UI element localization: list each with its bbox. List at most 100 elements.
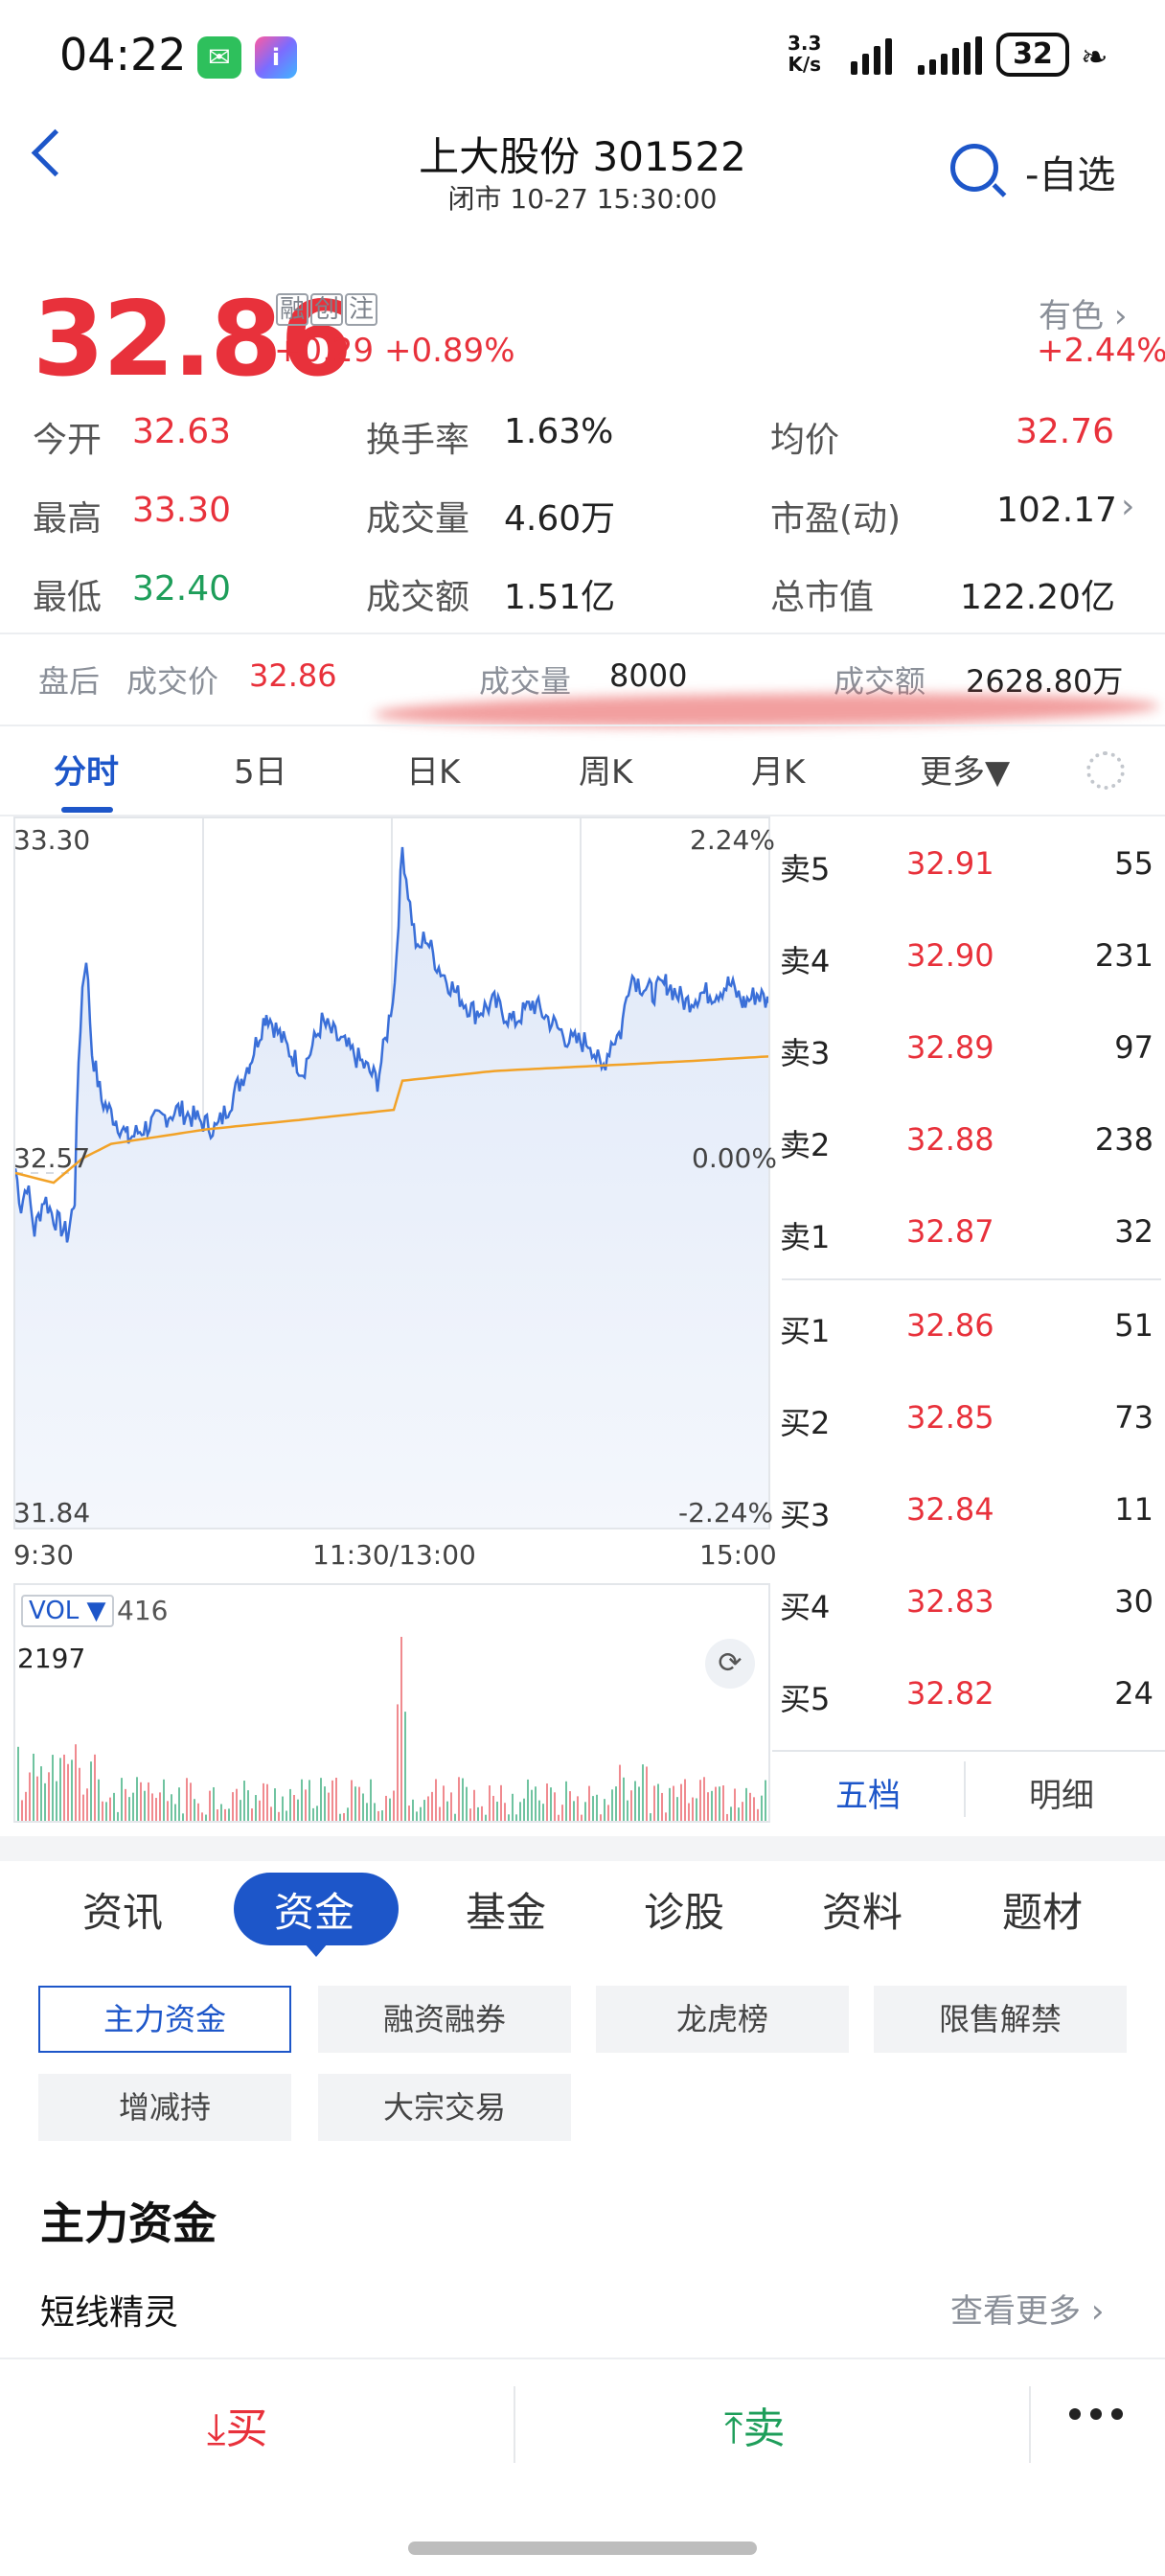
bar-separator <box>514 2386 515 2463</box>
tab-more[interactable]: 更多▼ <box>920 753 1011 792</box>
metric-amount-label: 成交额 <box>366 578 470 617</box>
back-icon[interactable] <box>31 128 80 177</box>
bottom-action-bar <box>0 2358 1165 2490</box>
volume-bar <box>347 1807 349 1821</box>
metric-low-value: 32.40 <box>132 569 232 609</box>
ask-row-5[interactable]: 卖5 32.91 55 <box>776 816 1159 908</box>
volume-bar <box>335 1778 337 1821</box>
tab-5day[interactable]: 5日 <box>234 753 287 792</box>
volume-bar <box>600 1814 602 1821</box>
buy-button[interactable]: ⤓买 <box>207 2394 267 2455</box>
volume-bar <box>519 1802 521 1821</box>
pill-holdings-change[interactable]: 增减持 <box>38 2074 291 2141</box>
tab-diagnosis[interactable]: 诊股 <box>644 1889 725 1936</box>
volume-bar <box>247 1790 249 1821</box>
volume-bar <box>266 1783 268 1821</box>
metric-open-value: 32.63 <box>132 412 232 451</box>
volume-bar <box>680 1783 682 1821</box>
volume-bar <box>469 1808 471 1821</box>
tab-funds[interactable]: 资金 <box>274 1889 355 1936</box>
bid-row-3[interactable]: 买3 32.84 11 <box>776 1462 1159 1554</box>
volume-bar <box>155 1798 157 1821</box>
gear-icon[interactable] <box>1086 751 1125 790</box>
volume-bar <box>282 1796 284 1821</box>
tab-details[interactable]: 明细 <box>1029 1777 1094 1815</box>
pill-dragon-tiger[interactable]: 龙虎榜 <box>596 1986 849 2053</box>
home-indicator[interactable] <box>408 2542 757 2555</box>
bid-price: 32.86 <box>906 1307 994 1344</box>
volume-bar <box>374 1803 376 1821</box>
bid-row-2[interactable]: 买2 32.85 73 <box>776 1370 1159 1462</box>
volume-bar <box>423 1800 425 1821</box>
rotate-screen-icon[interactable]: ⟳ <box>705 1639 755 1689</box>
search-icon[interactable] <box>950 144 998 192</box>
volume-bar <box>163 1779 165 1821</box>
volume-bar <box>75 1744 77 1821</box>
metric-mktcap-value: 122.20亿 <box>960 578 1115 617</box>
tab-monthly-k[interactable]: 月K <box>751 753 806 792</box>
volume-bar <box>397 1704 399 1821</box>
volume-bar <box>404 1712 406 1821</box>
chevron-right-icon: › <box>1113 297 1128 335</box>
volume-bar <box>140 1782 142 1821</box>
ask-row-4[interactable]: 卖4 32.90 231 <box>776 908 1159 1000</box>
remove-watchlist-button[interactable]: -自选 <box>1025 153 1116 197</box>
volume-bar <box>159 1792 161 1821</box>
volume-bar <box>320 1778 322 1821</box>
signal-2-icon <box>918 36 985 75</box>
ask-row-1[interactable]: 卖1 32.87 32 <box>776 1184 1159 1276</box>
volume-bar <box>699 1780 701 1821</box>
volume-bar <box>128 1797 130 1821</box>
volume-bar <box>481 1806 483 1821</box>
volume-bar <box>638 1786 640 1821</box>
volume-chart[interactable] <box>13 1583 770 1823</box>
more-menu-icon[interactable] <box>1069 2405 1132 2424</box>
ask-row-2[interactable]: 卖2 32.88 238 <box>776 1092 1159 1184</box>
volume-bar <box>665 1812 667 1821</box>
tab-intraday[interactable]: 分时 <box>54 753 119 792</box>
volume-bar <box>263 1782 264 1821</box>
bid-price: 32.82 <box>906 1675 994 1712</box>
tab-weekly-k[interactable]: 周K <box>579 753 633 792</box>
pill-lockup-expiry[interactable]: 限售解禁 <box>874 1986 1127 2053</box>
metric-low-label: 最低 <box>33 578 103 617</box>
volume-bar <box>102 1801 103 1821</box>
volume-bar <box>351 1780 353 1821</box>
volume-bar <box>627 1800 628 1821</box>
intraday-chart[interactable] <box>13 816 770 1530</box>
volume-bar <box>213 1786 215 1821</box>
tab-five-levels[interactable]: 五档 <box>835 1777 901 1815</box>
pill-margin-trading[interactable]: 融资融券 <box>318 1986 571 2053</box>
ask-row-3[interactable]: 卖3 32.89 97 <box>776 1000 1159 1092</box>
tab-daily-k[interactable]: 日K <box>406 753 461 792</box>
battery-icon: 32 <box>996 33 1069 77</box>
bid-row-4[interactable]: 买4 32.83 30 <box>776 1554 1159 1646</box>
bid-row-1[interactable]: 买1 32.86 51 <box>776 1278 1159 1370</box>
volume-bar <box>98 1779 100 1821</box>
pill-block-trade[interactable]: 大宗交易 <box>318 2074 571 2141</box>
section-gap <box>0 1836 1165 1861</box>
pill-main-funds[interactable]: 主力资金 <box>38 1986 291 2053</box>
tab-themes[interactable]: 题材 <box>1002 1889 1084 1936</box>
volume-bar <box>581 1814 582 1821</box>
signal-icon <box>851 36 902 75</box>
sector-link[interactable]: 有色 › <box>1039 289 1127 336</box>
metric-pe-value[interactable]: 102.17 <box>996 491 1117 530</box>
volume-bar <box>297 1799 299 1821</box>
sell-button[interactable]: ⤒卖 <box>724 2394 785 2455</box>
bid-row-5[interactable]: 买5 32.82 24 <box>776 1646 1159 1738</box>
chevron-right-icon[interactable]: › <box>1121 487 1135 526</box>
volume-bar <box>715 1786 717 1821</box>
tab-fund[interactable]: 基金 <box>466 1889 547 1936</box>
volume-bar <box>623 1777 625 1821</box>
tab-news[interactable]: 资讯 <box>82 1889 164 1936</box>
volume-bar <box>125 1788 126 1821</box>
volume-bar <box>377 1810 379 1821</box>
volume-bar <box>328 1792 330 1821</box>
tab-separator <box>964 1761 966 1817</box>
view-more-link[interactable]: 查看更多 › <box>950 2285 1104 2332</box>
volume-bar <box>217 1809 218 1821</box>
tab-profile[interactable]: 资料 <box>822 1889 903 1936</box>
vol-indicator-select[interactable]: VOL ▼ <box>21 1595 114 1627</box>
metric-volume-value: 4.60万 <box>504 499 616 539</box>
